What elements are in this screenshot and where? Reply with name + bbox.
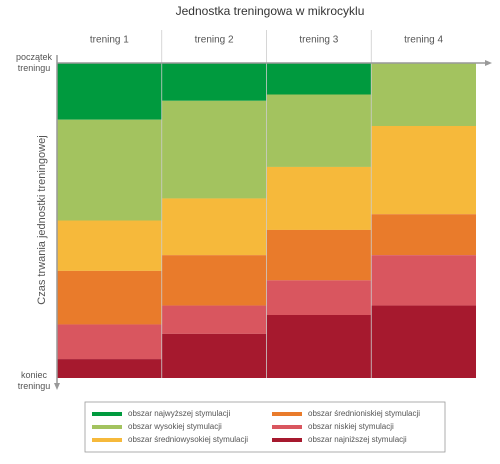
y-axis-title: Czas trwania jednostki treningowej xyxy=(36,135,48,304)
bar-segment xyxy=(266,94,372,167)
x-tick-label: trening 1 xyxy=(90,35,129,46)
bar-segment xyxy=(371,305,476,378)
bar-segment xyxy=(266,63,372,95)
bar-segment xyxy=(57,324,162,360)
bar-segment xyxy=(161,100,267,199)
bar-segment xyxy=(161,333,267,378)
bar-segment xyxy=(161,305,267,334)
bar-segment xyxy=(57,119,162,221)
legend-label: obszar średnioniskiej stymulacji xyxy=(308,409,420,418)
x-tick-label: trening 2 xyxy=(195,35,234,46)
bar-segment xyxy=(57,270,162,325)
bar-segment xyxy=(371,126,476,215)
legend-label: obszar wysokiej stymulacji xyxy=(128,422,222,431)
bar-segment xyxy=(266,166,372,230)
legend-label: obszar najwyższej stymulacji xyxy=(128,409,230,418)
y-end-label: koniec treningu xyxy=(17,370,51,391)
y-axis-arrow xyxy=(54,383,60,390)
bar-segment xyxy=(57,359,162,378)
legend-label: obszar najniższej stymulacji xyxy=(308,435,407,444)
chart-title: Jednostka treningowa w mikrocyklu xyxy=(176,4,365,18)
bar-segment xyxy=(57,220,162,271)
bar-segment xyxy=(266,280,372,315)
legend-box xyxy=(84,401,446,453)
bar-segment xyxy=(57,63,162,120)
legend-label: obszar średniowysokiej stymulacji xyxy=(128,435,248,444)
bar-segment xyxy=(161,198,267,256)
x-tick-label: trening 3 xyxy=(299,35,338,46)
x-axis-arrow xyxy=(485,60,492,66)
y-start-label: początek treningu xyxy=(15,52,53,73)
bar-segment xyxy=(266,229,372,281)
bar-segment xyxy=(161,63,267,101)
bar-segment xyxy=(161,255,267,306)
bar-segment xyxy=(371,63,476,126)
x-tick-label: trening 4 xyxy=(404,35,443,46)
bar-segment xyxy=(371,255,476,306)
legend-label: obszar niskiej stymulacji xyxy=(308,422,394,431)
bar-segment xyxy=(266,315,372,378)
bar-segment xyxy=(371,214,476,256)
